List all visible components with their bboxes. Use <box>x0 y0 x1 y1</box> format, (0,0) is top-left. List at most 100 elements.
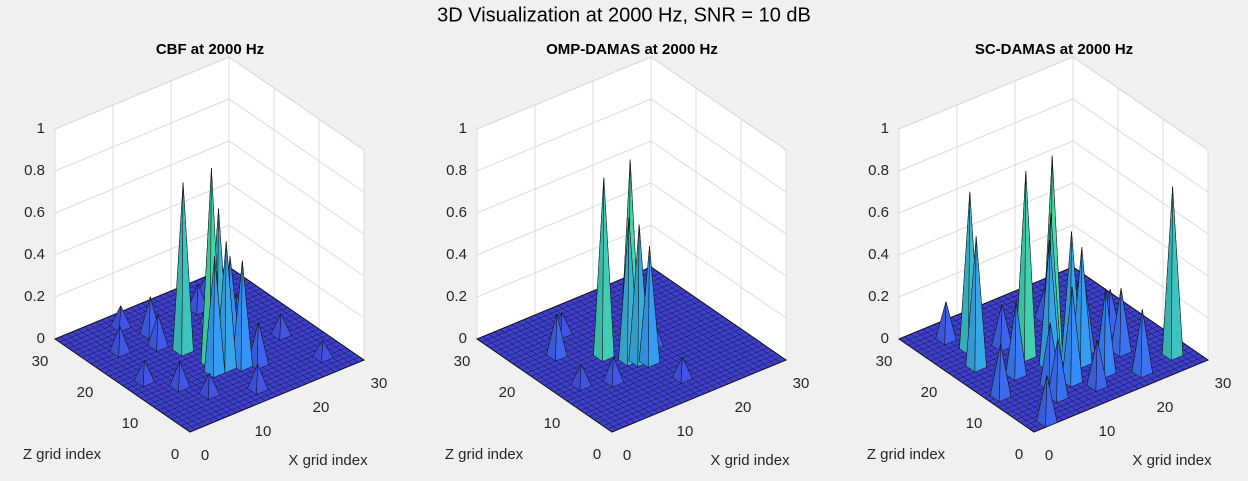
peak <box>602 356 625 388</box>
peak <box>311 339 334 364</box>
x-tick-label: 20 <box>735 399 752 416</box>
peak-face <box>1024 171 1037 362</box>
peak <box>570 363 593 392</box>
subplot-title: SC-DAMAS at 2000 Hz <box>975 41 1133 58</box>
peak <box>109 304 132 333</box>
peak <box>246 363 269 396</box>
peak-face <box>256 363 269 395</box>
peak <box>965 236 987 373</box>
peak-face <box>680 356 693 384</box>
y-tick-label: 0.2 <box>24 288 45 305</box>
peak <box>1005 301 1027 381</box>
peak <box>1047 338 1069 404</box>
peak-face <box>240 260 253 372</box>
x-tick-label: 30 <box>793 375 810 392</box>
peak-face <box>256 321 269 370</box>
peak <box>172 182 194 357</box>
x-tick-label: 10 <box>1099 423 1116 440</box>
peak-face <box>1140 309 1153 379</box>
peak-face <box>224 241 237 374</box>
z-tick-label: 0 <box>1015 446 1023 463</box>
peak-face <box>999 343 1012 403</box>
peak <box>618 217 640 367</box>
peak-face <box>142 360 156 388</box>
peak <box>1162 186 1184 361</box>
peak <box>270 312 292 341</box>
peak <box>169 361 191 393</box>
peak-face <box>118 326 131 358</box>
y-tick-label: 0 <box>881 330 889 347</box>
peak-face <box>1070 286 1083 388</box>
x-tick-label: 0 <box>201 447 209 464</box>
x-tick-label: 10 <box>255 423 272 440</box>
peak-face <box>647 246 661 368</box>
z-tick-label: 0 <box>171 446 179 463</box>
y-tick-label: 1 <box>881 120 889 137</box>
peak <box>638 246 661 368</box>
z-tick-label: 30 <box>454 353 471 370</box>
peak-face <box>207 373 221 401</box>
peak-face <box>602 177 615 362</box>
y-tick-label: 1 <box>459 120 467 137</box>
peak <box>1086 339 1108 392</box>
y-tick-label: 0 <box>37 330 45 347</box>
peak <box>147 314 169 352</box>
peak <box>628 224 650 368</box>
x-axis-label: X grid index <box>288 452 368 469</box>
subplot-title: OMP-DAMAS at 2000 Hz <box>546 41 718 58</box>
peak-face <box>213 256 226 379</box>
y-tick-label: 0.6 <box>446 204 467 221</box>
peak-face <box>181 182 194 357</box>
x-tick-label: 30 <box>371 375 388 392</box>
peak-face <box>579 364 592 392</box>
z-tick-label: 20 <box>499 384 516 401</box>
peak-face <box>1095 339 1108 392</box>
peak <box>133 359 156 388</box>
peak-face <box>1171 186 1184 361</box>
peak <box>935 301 957 346</box>
peak-face <box>555 313 568 362</box>
y-tick-label: 0.8 <box>24 162 45 179</box>
y-tick-label: 0.4 <box>24 246 45 263</box>
peak-face <box>974 236 987 373</box>
peak-face <box>1045 375 1058 428</box>
z-axis-label: Z grid index <box>445 446 524 463</box>
peak-face <box>321 339 334 364</box>
peak <box>1131 309 1153 379</box>
peak-face <box>1014 301 1027 381</box>
z-tick-label: 0 <box>593 446 601 463</box>
peak-face <box>156 314 169 352</box>
y-tick-label: 0.2 <box>868 288 889 305</box>
y-tick-label: 0.8 <box>446 162 467 179</box>
peak-face <box>1080 247 1093 369</box>
y-tick-label: 0.2 <box>446 288 467 305</box>
y-tick-label: 0.4 <box>446 246 467 263</box>
y-tick-label: 0.8 <box>868 162 889 179</box>
y-tick-label: 0.6 <box>868 204 889 221</box>
peak <box>198 372 221 401</box>
peak <box>1110 288 1132 358</box>
peak <box>1036 375 1058 428</box>
x-tick-label: 10 <box>677 423 694 440</box>
peak <box>546 313 568 362</box>
y-tick-label: 0.4 <box>868 246 889 263</box>
peak <box>671 356 694 385</box>
peak <box>1039 239 1061 372</box>
peak-face <box>1056 338 1069 404</box>
x-tick-label: 30 <box>1215 375 1232 392</box>
peak-face <box>1000 303 1013 352</box>
x-axis-label: X grid index <box>1132 452 1212 469</box>
peak <box>991 303 1013 352</box>
peak <box>1061 286 1083 388</box>
peak <box>593 177 615 362</box>
mesh-line <box>223 269 359 363</box>
z-axis-label: Z grid index <box>23 446 102 463</box>
z-tick-label: 10 <box>122 415 139 432</box>
mesh-line <box>633 273 769 368</box>
peak-face <box>560 312 573 340</box>
peak-face <box>1119 288 1132 358</box>
peak-face <box>611 356 625 388</box>
peak-face <box>119 305 132 333</box>
peak-face <box>944 301 957 346</box>
